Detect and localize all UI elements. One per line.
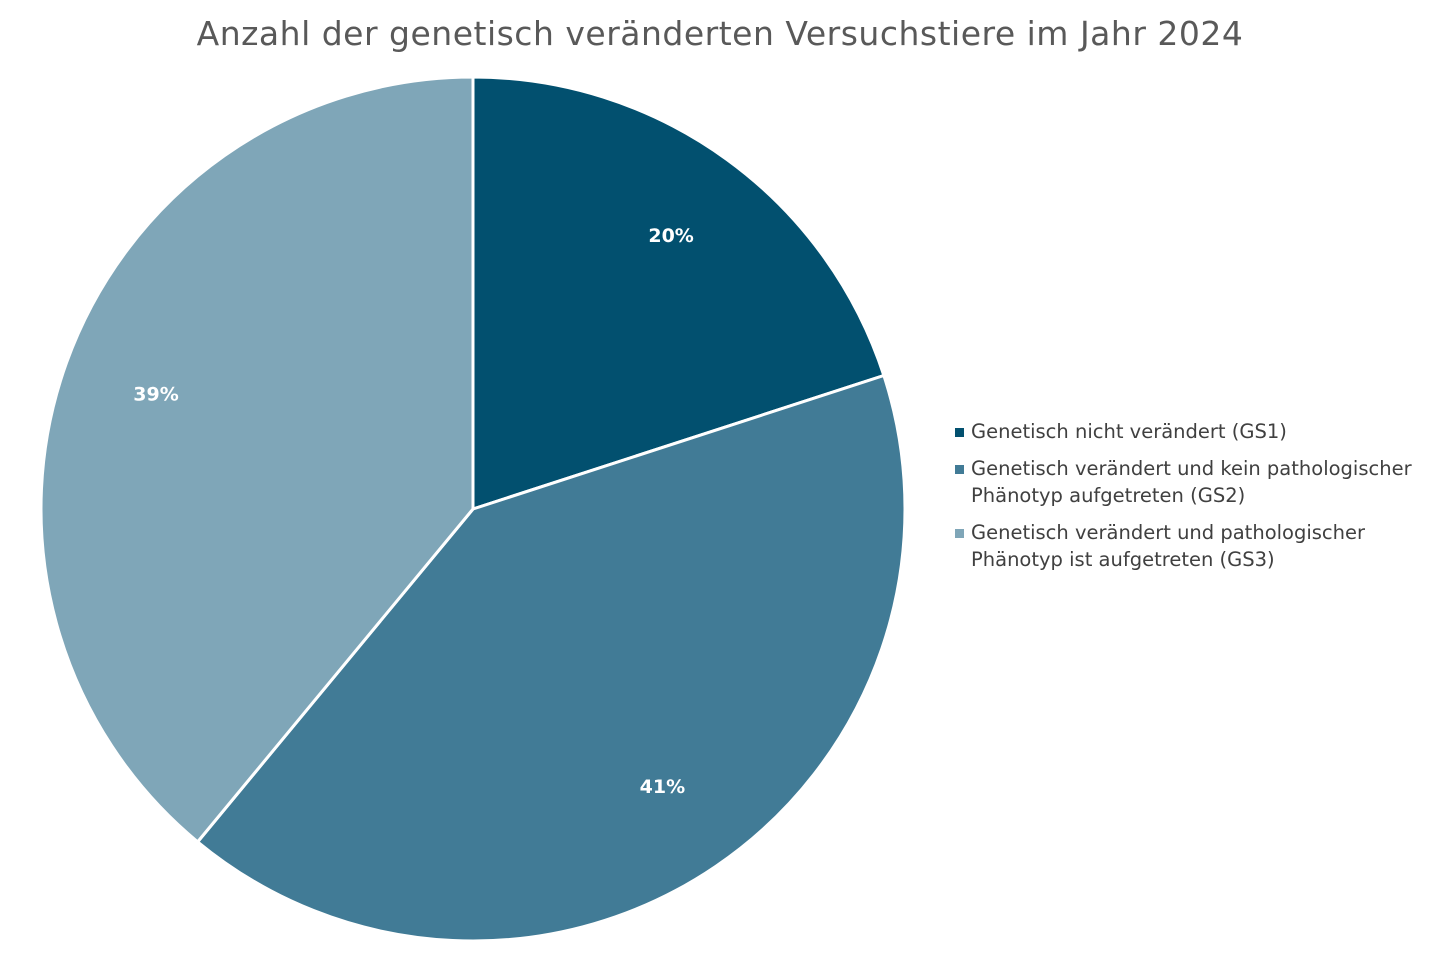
- legend: Genetisch nicht verändert (GS1) Genetisc…: [955, 418, 1435, 583]
- legend-swatch-gs3: [955, 529, 964, 538]
- legend-label-gs1: Genetisch nicht verändert (GS1): [971, 420, 1287, 443]
- legend-item-gs1: Genetisch nicht verändert (GS1): [955, 418, 1435, 445]
- pie-slice-gs3: [39, 75, 475, 844]
- legend-swatch-gs2: [955, 465, 964, 474]
- legend-swatch-gs1: [955, 428, 964, 437]
- pie-slice-gs2: [196, 374, 907, 943]
- slice-label-gs1: 20%: [648, 225, 693, 247]
- legend-label-gs3: Genetisch verändert und pathologischer P…: [971, 521, 1366, 571]
- legend-label-gs2: Genetisch verändert und kein pathologisc…: [971, 457, 1412, 507]
- pie-slice-gs1: [471, 75, 886, 511]
- slice-label-gs3: 39%: [133, 383, 178, 405]
- chart-title: Anzahl der genetisch veränderten Versuch…: [196, 14, 1244, 53]
- legend-item-gs3: Genetisch verändert und pathologischer P…: [955, 519, 1435, 573]
- slice-label-gs2: 41%: [640, 776, 685, 798]
- legend-item-gs2: Genetisch verändert und kein pathologisc…: [955, 455, 1435, 509]
